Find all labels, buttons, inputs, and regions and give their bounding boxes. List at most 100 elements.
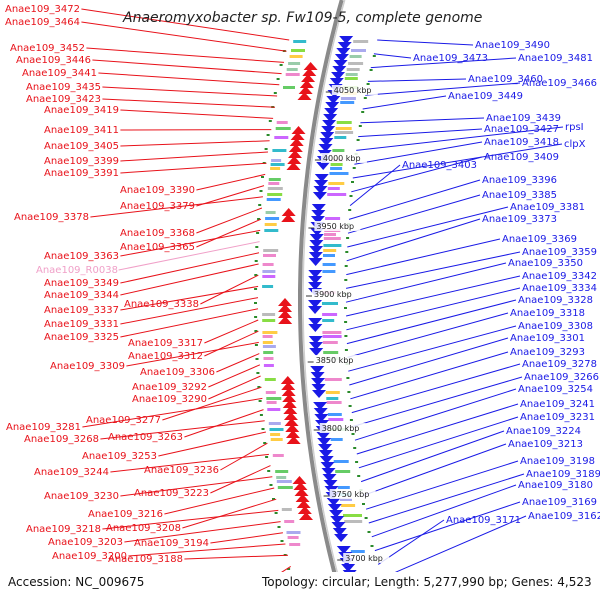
gene-label-right[interactable]: Anae109_3481 xyxy=(518,53,593,64)
gene-label-right[interactable]: Anae109_3293 xyxy=(510,347,585,358)
gene-label-right[interactable]: Anae109_3198 xyxy=(520,456,595,467)
gene-leader-line xyxy=(102,98,276,108)
forward-gene-arrow xyxy=(293,482,308,490)
reverse-gene-arrow xyxy=(326,498,341,506)
gene-label-left[interactable]: Anae109_3344 xyxy=(44,290,119,301)
gene-label-right[interactable]: Anae109_3369 xyxy=(502,234,577,245)
gene-label-left[interactable]: Anae109_3405 xyxy=(44,141,119,152)
gene-label-right[interactable]: clpX xyxy=(564,139,586,150)
gene-label-left[interactable]: Anae109_3218 xyxy=(26,524,101,535)
gene-label-left[interactable]: Anae109_3292 xyxy=(132,382,207,393)
gene-label-left[interactable]: Anae109_3188 xyxy=(108,554,183,565)
gene-label-right[interactable]: Anae109_3162 xyxy=(528,511,600,522)
gene-label-right[interactable]: Anae109_3403 xyxy=(402,160,477,171)
gene-label-right[interactable]: Anae109_3254 xyxy=(518,384,593,395)
gene-label-left[interactable]: Anae109_3331 xyxy=(44,319,119,330)
gene-label-left[interactable]: Anae109_3306 xyxy=(140,367,215,378)
gene-label-left[interactable]: Anae109_3208 xyxy=(106,523,181,534)
gene-label-left[interactable]: Anae109_3263 xyxy=(108,432,183,443)
gene-label-left[interactable]: Anae109_3446 xyxy=(16,55,91,66)
gene-label-right[interactable]: Anae109_3427 xyxy=(484,124,559,135)
gene-label-right[interactable]: Anae109_3439 xyxy=(486,113,561,124)
gene-label-left[interactable]: Anae109_3236 xyxy=(144,465,219,476)
gene-label-left[interactable]: Anae109_3378 xyxy=(14,212,89,223)
gene-label-left[interactable]: Anae109_3423 xyxy=(26,94,101,105)
gene-label-left[interactable]: Anae109_3337 xyxy=(44,305,119,316)
gene-label-left[interactable]: Anae109_3338 xyxy=(124,299,199,310)
gene-label-right[interactable]: Anae109_3373 xyxy=(482,214,557,225)
gene-label-right[interactable]: Anae109_3359 xyxy=(522,247,597,258)
gene-label-left[interactable]: Anae109_3390 xyxy=(120,185,195,196)
gene-label-left[interactable]: Anae109_3411 xyxy=(44,125,119,136)
gene-label-right[interactable]: Anae109_3418 xyxy=(484,137,559,148)
gene-label-left[interactable]: Anae109_3365 xyxy=(120,242,195,253)
cog-block xyxy=(337,486,350,489)
gene-label-left[interactable]: Anae109_3399 xyxy=(44,156,119,167)
gene-label-left[interactable]: Anae109_3216 xyxy=(88,509,163,520)
gene-label-right[interactable]: Anae109_3171 xyxy=(446,515,521,526)
gene-label-right[interactable]: Anae109_3169 xyxy=(522,497,597,508)
gene-label-left[interactable]: Anae109_3441 xyxy=(22,68,97,79)
ticks-group: 4050 kbp 4000 kbp 3950 kbp 3900 kbp 3850 kbp… xyxy=(306,85,390,563)
gene-label-right[interactable]: Anae109_3490 xyxy=(475,40,550,51)
gene-label-left[interactable]: Anae109_3290 xyxy=(132,394,207,405)
reverse-gene-arrow xyxy=(341,564,356,572)
gene-label-right[interactable]: Anae109_3473 xyxy=(413,53,488,64)
gene-label-right[interactable]: Anae109_3241 xyxy=(520,399,595,410)
gene-label-left[interactable]: Anae109_3379 xyxy=(120,201,195,212)
gene-label-left[interactable]: Anae109_3452 xyxy=(10,43,85,54)
gene-label-right[interactable]: Anae109_3381 xyxy=(510,202,585,213)
gene-label-right[interactable]: Anae109_3328 xyxy=(518,295,593,306)
gene-label-right[interactable]: Anae109_3308 xyxy=(518,321,593,332)
gene-label-left[interactable]: Anae109_R0038 xyxy=(36,265,118,276)
feature-marker xyxy=(256,232,260,234)
gene-label-left[interactable]: Anae109_3325 xyxy=(44,332,119,343)
gene-label-left[interactable]: Anae109_3472 xyxy=(5,4,80,15)
gene-label-left[interactable]: Anae109_3203 xyxy=(48,537,123,548)
gene-label-left[interactable]: Anae109_3464 xyxy=(5,17,80,28)
gene-label-right[interactable]: Anae109_3180 xyxy=(518,480,593,491)
gene-label-right[interactable]: Anae109_3318 xyxy=(510,308,585,319)
gene-label-right[interactable]: Anae109_3213 xyxy=(508,439,583,450)
feature-marker xyxy=(254,344,258,346)
gene-label-right[interactable]: Anae109_3460 xyxy=(468,74,543,85)
gene-label-left[interactable]: Anae109_3363 xyxy=(44,251,119,262)
gene-label-left[interactable]: Anae109_3194 xyxy=(134,538,209,549)
gene-label-left[interactable]: Anae109_3268 xyxy=(24,434,99,445)
gene-label-right[interactable]: Anae109_3342 xyxy=(522,271,597,282)
gene-label-left[interactable]: Anae109_3349 xyxy=(44,278,119,289)
gene-label-left[interactable]: Anae109_3277 xyxy=(86,415,161,426)
gene-label-right[interactable]: Anae109_3385 xyxy=(482,190,557,201)
gene-label-left[interactable]: Anae109_3368 xyxy=(120,228,195,239)
gene-label-right[interactable]: Anae109_3266 xyxy=(524,372,599,383)
gene-label-left[interactable]: Anae109_3419 xyxy=(44,105,119,116)
gene-label-right[interactable]: Anae109_3301 xyxy=(510,333,585,344)
cog-block xyxy=(340,498,352,501)
gene-label-right[interactable]: Anae109_3189 xyxy=(526,469,600,480)
gene-label-right[interactable]: Anae109_3466 xyxy=(522,78,597,89)
gene-label-left[interactable]: Anae109_3317 xyxy=(128,338,203,349)
gene-label-left[interactable]: Anae109_3230 xyxy=(44,491,119,502)
gene-label-right[interactable]: Anae109_3224 xyxy=(506,426,581,437)
gene-label-left[interactable]: Anae109_3281 xyxy=(6,422,81,433)
gene-label-left[interactable]: Anae109_3391 xyxy=(44,168,119,179)
gene-label-right[interactable]: Anae109_3409 xyxy=(484,152,559,163)
gene-label-right[interactable]: Anae109_3396 xyxy=(482,175,557,186)
forward-gene-arrow xyxy=(278,304,293,312)
gene-label-right[interactable]: Anae109_3231 xyxy=(520,412,595,423)
gene-label-left[interactable]: Anae109_3223 xyxy=(134,488,209,499)
gene-label-right[interactable]: rpsI xyxy=(565,122,584,133)
gene-leader-line xyxy=(120,297,259,325)
gene-label-right[interactable]: Anae109_3278 xyxy=(522,359,597,370)
gene-label-left[interactable]: Anae109_3244 xyxy=(34,467,109,478)
gene-label-right[interactable]: Anae109_3350 xyxy=(508,258,583,269)
gene-label-left[interactable]: Anae109_3253 xyxy=(82,451,157,462)
gene-label-left[interactable]: Anae109_3200 xyxy=(52,551,127,562)
gene-label-left[interactable]: Anae109_3435 xyxy=(26,82,101,93)
cog-block xyxy=(340,97,356,100)
gene-label-left[interactable]: Anae109_3309 xyxy=(50,361,125,372)
gene-label-left[interactable]: Anae109_3312 xyxy=(128,351,203,362)
gene-label-right[interactable]: Anae109_3449 xyxy=(448,91,523,102)
reverse-gene-arrow xyxy=(329,78,344,86)
gene-label-right[interactable]: Anae109_3334 xyxy=(522,283,597,294)
